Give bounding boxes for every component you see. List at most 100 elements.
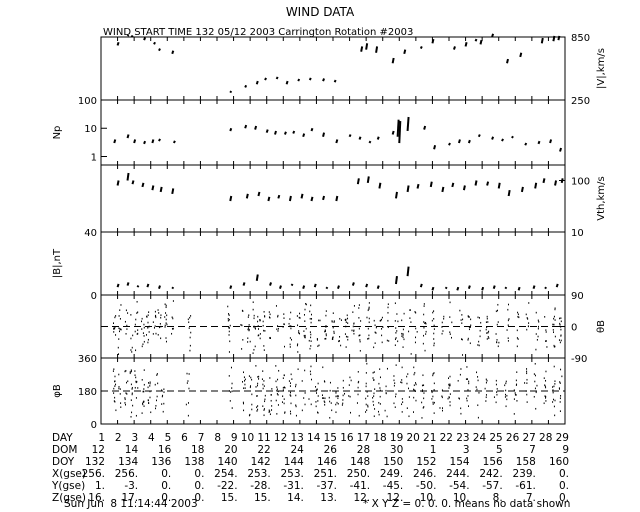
axis-row-value: 150 — [383, 456, 404, 468]
data-point — [143, 400, 145, 403]
axis-row-value: 17. — [121, 492, 139, 504]
data-mark — [290, 283, 294, 287]
data-point — [264, 400, 266, 403]
data-point — [536, 339, 538, 341]
data-point — [270, 399, 272, 402]
data-point — [247, 328, 249, 331]
axis-row-value: 0. — [194, 480, 205, 492]
data-point — [263, 345, 265, 347]
data-point — [271, 388, 273, 390]
data-mark — [453, 46, 456, 50]
data-point — [118, 387, 120, 390]
data-point — [295, 405, 297, 408]
axis-row-value: 3 — [462, 444, 470, 456]
data-point — [544, 395, 546, 397]
data-point — [240, 323, 242, 326]
data-point — [136, 312, 138, 314]
axis-row-value: -50. — [415, 480, 437, 492]
data-point — [526, 372, 528, 375]
data-point — [525, 390, 527, 392]
data-point — [143, 323, 145, 326]
data-point — [276, 328, 278, 331]
chart-subtitle: WIND START TIME 132 05/12 2003 Carringto… — [103, 27, 413, 38]
data-mark — [506, 58, 509, 64]
panel-density: 1 10 100 Np — [52, 96, 566, 166]
data-point — [395, 337, 397, 339]
data-point — [365, 372, 367, 374]
data-point — [534, 362, 536, 365]
data-mark — [557, 35, 561, 41]
data-point — [315, 386, 317, 388]
data-point — [545, 400, 547, 402]
data-point — [276, 386, 278, 388]
data-point — [323, 380, 325, 382]
data-point — [283, 398, 285, 400]
data-point — [136, 300, 138, 303]
data-point — [394, 338, 396, 341]
data-point — [143, 405, 145, 407]
axis-row-value: 256. — [81, 468, 105, 480]
data-mark — [378, 182, 382, 189]
data-mark — [141, 182, 145, 188]
data-point — [304, 308, 306, 311]
data-point — [347, 322, 349, 324]
axis-row-value: 30 — [389, 444, 404, 456]
data-point — [485, 381, 487, 384]
axis-row-value: 14. — [287, 492, 304, 504]
data-point — [263, 380, 265, 382]
data-point — [290, 395, 292, 397]
data-mark — [479, 39, 483, 45]
data-point — [526, 328, 528, 331]
data-point — [423, 321, 425, 323]
data-point — [264, 330, 266, 332]
data-point — [284, 386, 286, 389]
data-mark — [358, 136, 362, 140]
axis-row-label: Z(gse) — [52, 492, 86, 504]
data-point — [504, 396, 506, 398]
data-point — [165, 322, 167, 324]
data-point — [545, 370, 547, 373]
data-point — [295, 385, 297, 388]
data-point — [115, 409, 117, 412]
data-mark — [133, 139, 137, 144]
data-point — [528, 322, 530, 324]
data-point — [148, 325, 150, 328]
data-mark — [285, 80, 289, 85]
data-point — [366, 316, 368, 319]
data-point — [460, 368, 462, 370]
axis-row-value: 249. — [379, 468, 404, 480]
data-point — [231, 390, 233, 393]
data-point — [433, 324, 435, 327]
data-mark — [486, 181, 490, 186]
data-point — [328, 396, 330, 399]
data-point — [124, 398, 126, 401]
data-point — [148, 382, 150, 384]
data-point — [485, 328, 487, 331]
axis-row-value: 0. — [558, 480, 569, 492]
data-point — [243, 376, 245, 379]
data-point — [422, 374, 424, 377]
data-point — [397, 340, 399, 343]
axis-row-value: 22 — [439, 432, 453, 444]
data-point — [373, 319, 375, 322]
data-point — [460, 412, 462, 415]
data-mark — [275, 76, 279, 80]
data-point — [498, 341, 500, 344]
data-point — [514, 392, 516, 394]
data-mark — [396, 119, 400, 137]
data-point — [160, 337, 162, 340]
data-point — [545, 340, 547, 342]
data-point — [290, 373, 292, 376]
data-mark — [159, 186, 163, 193]
data-mark — [158, 48, 161, 52]
axis-row-value: 244. — [446, 468, 470, 480]
data-point — [486, 379, 488, 382]
data-point — [256, 406, 258, 409]
data-point — [119, 317, 121, 320]
data-point — [333, 330, 335, 333]
data-mark — [171, 50, 175, 55]
data-point — [560, 395, 562, 397]
data-mark — [136, 285, 140, 288]
data-point — [310, 336, 312, 339]
axis-row-value: 20 — [224, 444, 238, 456]
